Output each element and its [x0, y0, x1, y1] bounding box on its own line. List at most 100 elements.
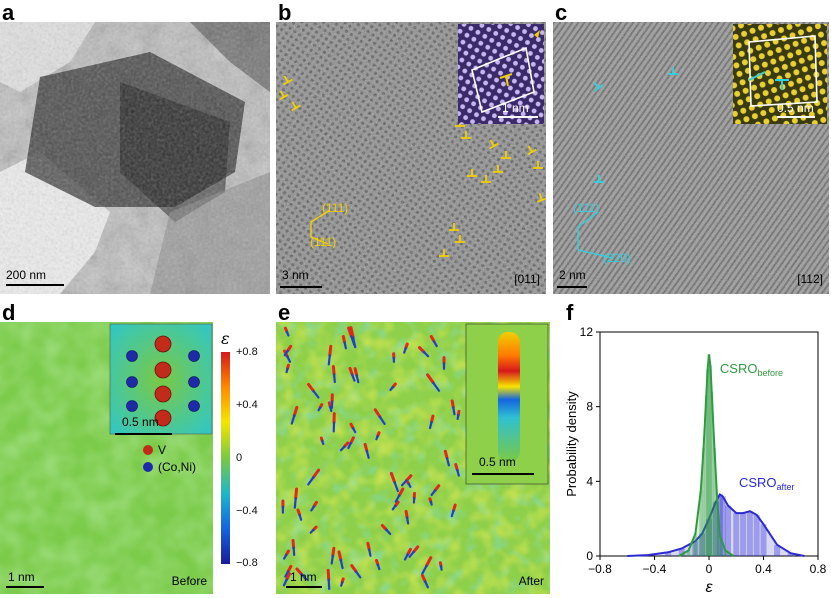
strain-dipole [456, 409, 461, 421]
strain-dipole [291, 538, 296, 557]
strain-dipole [290, 405, 299, 425]
histogram-bar [692, 541, 699, 556]
strain-dipole [374, 558, 381, 571]
strain-dipole [450, 503, 457, 518]
histogram-bar [678, 548, 685, 556]
histogram-bar [760, 524, 767, 556]
series-area-CSRO_after [627, 494, 805, 556]
panel-c-hrtem-image: (111) (220) 0.5 nm 2 nm [112] [553, 22, 829, 294]
atom-coni [188, 376, 200, 388]
panel-e-inset [465, 323, 549, 485]
dislocation-marker [668, 67, 678, 75]
strain-dipole [350, 564, 362, 579]
strain-dipole [391, 500, 400, 511]
strain-dipole [373, 408, 386, 425]
histogram-bar [718, 535, 722, 556]
strain-dipole [340, 577, 345, 587]
strain-dipole [348, 366, 356, 382]
panel-d-strain-map: 0.5 nm V (Co,Ni) 1 nm Before [0, 322, 213, 594]
dislocation-marker [439, 249, 449, 257]
histogram-bar [719, 496, 726, 556]
panel-e-strain-map: 0.5 nm 1 nm After [276, 322, 550, 594]
histogram-bar [699, 490, 703, 556]
panel-a-tem-image: 200 nm [0, 22, 270, 294]
strain-dipole [332, 412, 336, 433]
strain-dipole [380, 523, 392, 536]
strain-dipole [412, 491, 416, 504]
colorbar-strip [221, 352, 230, 564]
colorbar-symbol: ε [221, 329, 230, 348]
strain-dipole [363, 442, 370, 459]
atom-coni [126, 376, 138, 388]
y-tick-label: 4 [586, 474, 593, 488]
dislocation-marker [291, 101, 301, 112]
dislocation-marker [467, 169, 477, 177]
histogram-bar [753, 514, 760, 556]
panel-b-plane-label-1: (111) [322, 201, 349, 215]
colorbar-tick-3: −0.4 [236, 505, 258, 517]
strain-dipole [327, 401, 333, 413]
histogram-bar [712, 501, 719, 556]
atom-v [154, 361, 172, 379]
histogram-bar [665, 552, 672, 556]
dislocation-marker [461, 131, 471, 139]
strain-dipole [421, 574, 429, 589]
panel-e-inset-scale-label: 0.5 nm [479, 455, 516, 469]
strain-dipole [404, 509, 410, 525]
strain-dipole [282, 572, 291, 587]
atom-v [154, 335, 172, 353]
panel-c-plane-label-1: (111) [573, 201, 600, 215]
strain-dipole [347, 326, 356, 346]
strain-dipole [428, 414, 435, 430]
panel-c-scale-label: 2 nm [559, 268, 586, 282]
strain-dipole [389, 471, 399, 493]
strain-dipole [310, 500, 318, 512]
x-tick-label: 0.4 [755, 562, 772, 576]
y-axis-label: Probability density [564, 391, 579, 497]
series-line-CSRO_after [627, 492, 805, 557]
strain-dipole [309, 525, 318, 534]
strain-dipole [430, 484, 441, 497]
histogram-bar [740, 513, 747, 556]
strain-dipole [307, 468, 321, 486]
histogram-bar [707, 354, 711, 556]
panel-b-inset [458, 24, 544, 124]
dislocation-marker [593, 82, 604, 92]
strain-dipole [450, 399, 456, 416]
strain-dipole [366, 541, 372, 557]
panel-c-dislocation-markers [593, 67, 678, 183]
legend-coni-label: (Co,Ni) [158, 460, 196, 474]
panel-c-inset [733, 24, 827, 124]
dislocation-marker [501, 151, 511, 159]
strain-dipole [296, 508, 303, 521]
probability-density-chart: −0.8 −0.4 0 0.4 0.8 0 4 8 12 ε Probability density… [564, 325, 827, 596]
dislocation-marker [449, 223, 459, 231]
strain-dipole [389, 382, 397, 392]
strain-dipole [403, 342, 409, 354]
strain-dipole [337, 550, 344, 570]
colorbar-tick-1: +0.4 [236, 399, 258, 411]
panel-a-label: a [2, 0, 15, 25]
panel-b-zone-axis: [011] [514, 272, 540, 286]
strain-dipole [330, 546, 336, 565]
strain-dipole [283, 344, 293, 357]
panel-e-label: e [278, 300, 291, 325]
strain-dipole [339, 441, 350, 452]
strain-dipole [400, 474, 413, 487]
histogram-bar [687, 550, 691, 556]
strain-dipole [408, 545, 420, 558]
strain-dipole [327, 344, 333, 366]
y-tick-label: 12 [580, 325, 594, 339]
panel-d-label: d [2, 300, 16, 325]
y-tick-label: 0 [586, 549, 593, 563]
histogram-bar [787, 553, 794, 556]
atom-coni [188, 400, 200, 412]
histogram-bar [733, 513, 740, 556]
strain-dipole [317, 403, 324, 412]
strain-dipole [283, 326, 290, 337]
x-tick-label: −0.8 [588, 562, 612, 576]
x-tick-label: 0.8 [810, 562, 827, 576]
strain-dipole [295, 567, 308, 581]
dislocation-marker [527, 145, 537, 156]
atom-coni [188, 350, 200, 362]
